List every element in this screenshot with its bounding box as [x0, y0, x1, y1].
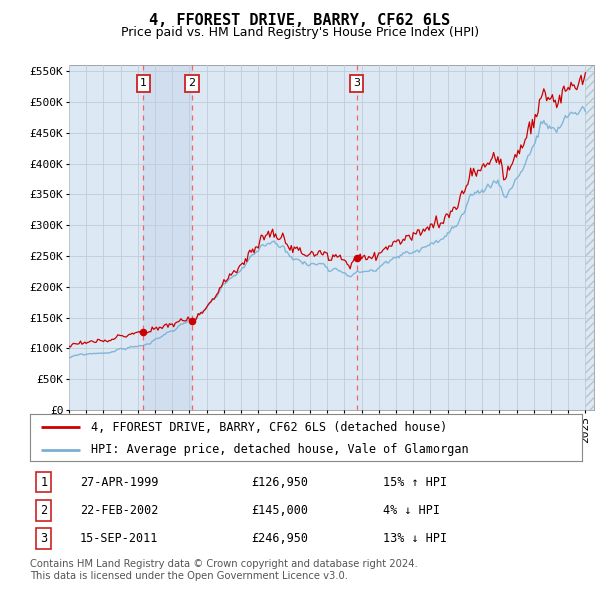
Text: £246,950: £246,950	[251, 532, 308, 545]
Text: 1: 1	[140, 78, 147, 88]
Bar	[586, 65, 600, 410]
Text: 22-FEB-2002: 22-FEB-2002	[80, 504, 158, 517]
Text: 15-SEP-2011: 15-SEP-2011	[80, 532, 158, 545]
Text: 4, FFOREST DRIVE, BARRY, CF62 6LS: 4, FFOREST DRIVE, BARRY, CF62 6LS	[149, 13, 451, 28]
Text: Price paid vs. HM Land Registry's House Price Index (HPI): Price paid vs. HM Land Registry's House …	[121, 26, 479, 39]
Text: 2: 2	[188, 78, 196, 88]
Text: 2: 2	[40, 504, 47, 517]
Text: HPI: Average price, detached house, Vale of Glamorgan: HPI: Average price, detached house, Vale…	[91, 443, 469, 456]
Text: Contains HM Land Registry data © Crown copyright and database right 2024.
This d: Contains HM Land Registry data © Crown c…	[30, 559, 418, 581]
Text: 3: 3	[40, 532, 47, 545]
Text: 13% ↓ HPI: 13% ↓ HPI	[383, 532, 448, 545]
Text: 4, FFOREST DRIVE, BARRY, CF62 6LS (detached house): 4, FFOREST DRIVE, BARRY, CF62 6LS (detac…	[91, 421, 447, 434]
Text: £126,950: £126,950	[251, 476, 308, 489]
Text: 1: 1	[40, 476, 47, 489]
Text: 15% ↑ HPI: 15% ↑ HPI	[383, 476, 448, 489]
Text: 3: 3	[353, 78, 360, 88]
Text: £145,000: £145,000	[251, 504, 308, 517]
Text: 27-APR-1999: 27-APR-1999	[80, 476, 158, 489]
Text: 4% ↓ HPI: 4% ↓ HPI	[383, 504, 440, 517]
Bar	[143, 65, 192, 410]
